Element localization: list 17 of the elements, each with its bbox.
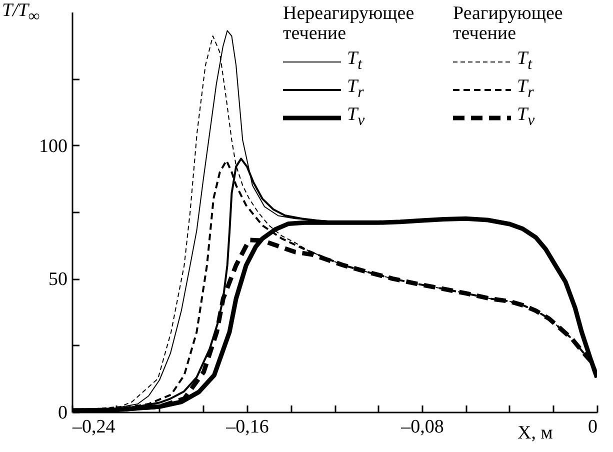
legend-label: T$_{t}$	[517, 48, 532, 75]
y-tick-label: 100	[39, 136, 68, 157]
x-tick-label: 0	[588, 416, 598, 438]
x-tick-label: –0,24	[72, 416, 116, 438]
annotation: Нереагирующее течение	[283, 3, 416, 46]
legend-label: T$_{t}$	[347, 48, 362, 75]
legend-label: T$_{r}$	[347, 76, 364, 103]
legend-label: T$_{r}$	[517, 76, 534, 103]
x-axis-title: X, м	[518, 422, 553, 444]
y-tick-label: 50	[48, 269, 68, 290]
y-tick-label: 0	[58, 402, 68, 424]
y-axis-title: T/T$_{∞}$	[2, 0, 40, 26]
annotation: Реагирующее течение	[453, 3, 564, 46]
x-tick-label: –0,16	[225, 416, 269, 438]
legend-label: T$_{v}$	[347, 104, 365, 131]
legend-label: T$_{v}$	[517, 104, 535, 131]
x-tick-label: –0,08	[400, 416, 444, 438]
